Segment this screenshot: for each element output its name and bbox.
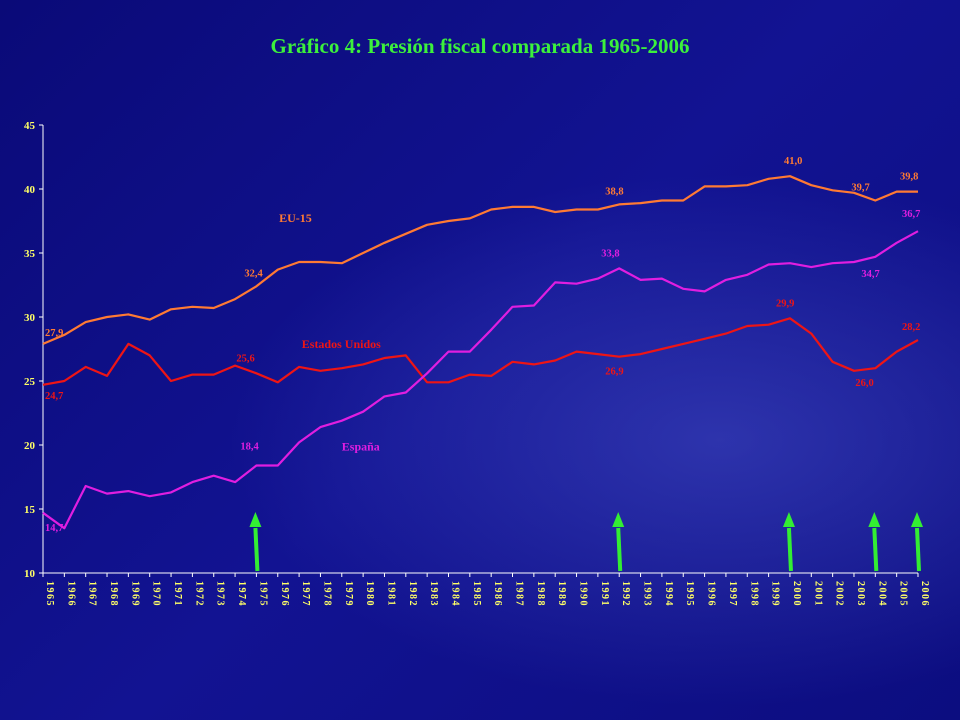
x-tick-label: 1977 [300, 581, 311, 607]
x-tick-label: 1975 [257, 581, 268, 607]
x-tick-label: 1993 [642, 581, 653, 607]
series-name-label: España [342, 440, 380, 454]
x-tick-label: 1990 [578, 581, 589, 607]
data-label: 27,9 [45, 328, 63, 339]
x-tick-label: 1981 [385, 581, 396, 607]
arrow-shaft [872, 527, 879, 572]
data-label: 24,7 [45, 391, 63, 402]
x-tick-label: 1973 [215, 581, 226, 607]
x-tick-label: 2000 [791, 581, 802, 607]
data-label: 26,9 [605, 367, 623, 378]
x-tick-label: 1985 [471, 581, 482, 607]
x-tick-label: 1998 [748, 581, 759, 607]
arrow-shaft [616, 527, 623, 572]
data-label: 25,6 [236, 353, 254, 364]
arrow-shaft [786, 527, 793, 572]
data-labels-layer: 27,9 32,4 38,8 41,0 39,7 39,8 EU-15 24,7 25,6 26,… [45, 156, 920, 534]
x-tick-label: 1986 [492, 581, 503, 607]
data-label: 36,7 [902, 209, 920, 220]
data-label: 28,2 [902, 322, 920, 333]
x-tick-label: 1982 [407, 581, 418, 607]
chart-axes: 10 15 20 25 30 35 40 45 1965 1966 1967 1968 1969 1970… [24, 120, 930, 607]
data-label: 29,9 [776, 298, 794, 309]
data-label: 34,7 [861, 269, 879, 280]
x-tick-label: 1968 [108, 581, 119, 607]
x-tick-label: 1974 [236, 581, 247, 607]
x-tick-label: 1972 [193, 581, 204, 607]
chart-title: Gráfico 4: Presión fiscal comparada 1965… [270, 34, 690, 58]
y-tick-label: 20 [24, 440, 36, 452]
x-tick-label: 1969 [129, 581, 140, 607]
arrow-head [612, 512, 625, 527]
x-tick-label: 1980 [364, 581, 375, 607]
y-tick-label: 15 [24, 504, 36, 516]
x-tick-label: 1994 [663, 581, 674, 607]
x-tick-label: 2001 [812, 581, 823, 607]
arrow-head [249, 512, 262, 527]
arrow-shaft [915, 527, 921, 572]
arrows-layer [249, 512, 923, 572]
x-tick-label: 1988 [535, 581, 546, 607]
data-label: 14,7 [45, 523, 63, 534]
x-tick-label: 2004 [876, 581, 887, 607]
data-label: 38,8 [605, 186, 623, 197]
x-tick-label: 1979 [343, 581, 354, 607]
highlight-arrow [782, 512, 795, 572]
series-name-label: EU-15 [279, 211, 312, 225]
arrow-shaft [253, 527, 260, 572]
y-tick-label: 10 [24, 568, 36, 580]
series-line-3 [42, 230, 919, 530]
x-tick-label: 2003 [855, 581, 866, 607]
y-tick-label: 35 [24, 248, 36, 260]
series-line-1 [42, 175, 918, 345]
x-tick-label: 1997 [727, 581, 738, 607]
data-label: 39,7 [851, 183, 869, 194]
data-label: 39,8 [900, 172, 918, 183]
highlight-arrow [911, 512, 923, 572]
x-tick-label: 1996 [706, 581, 717, 607]
series-name-label: Estados Unidos [302, 337, 381, 351]
x-tick-label: 1970 [151, 581, 162, 607]
x-tick-label: 2005 [898, 581, 909, 607]
x-tick-label: 1978 [321, 581, 332, 607]
x-tick-label: 2006 [919, 581, 930, 607]
x-tick-label: 1995 [684, 581, 695, 607]
arrow-head [782, 512, 795, 527]
data-label: 26,0 [855, 378, 873, 389]
highlight-arrow [868, 512, 881, 572]
x-tick-label: 1989 [556, 581, 567, 607]
data-label: 18,4 [240, 441, 259, 452]
x-tick-label: 1976 [279, 581, 290, 607]
series-layer [42, 175, 919, 530]
y-tick-label: 45 [24, 120, 36, 132]
x-tick-label: 1992 [620, 581, 631, 607]
x-tick-label: 1999 [770, 581, 781, 607]
series-line-2 [42, 317, 919, 386]
x-tick-label: 2002 [834, 581, 845, 607]
data-label: 33,8 [601, 248, 619, 259]
y-tick-label: 40 [24, 184, 36, 196]
highlight-arrow [612, 512, 625, 572]
y-tick-label: 30 [24, 312, 36, 324]
x-tick-label: 1983 [428, 581, 439, 607]
x-tick-label: 1967 [87, 581, 98, 607]
x-tick-label: 1966 [65, 581, 76, 607]
arrow-head [911, 512, 923, 527]
data-label: 32,4 [244, 268, 263, 279]
x-tick-label: 1984 [449, 581, 460, 607]
x-tick-label: 1991 [599, 581, 610, 607]
y-tick-label: 25 [24, 376, 36, 388]
data-label: 41,0 [784, 156, 802, 167]
x-tick-label: 1965 [44, 581, 55, 607]
x-tick-label: 1987 [514, 581, 525, 607]
x-tick-label: 1971 [172, 581, 183, 607]
highlight-arrow [249, 512, 262, 572]
arrow-head [868, 512, 881, 527]
